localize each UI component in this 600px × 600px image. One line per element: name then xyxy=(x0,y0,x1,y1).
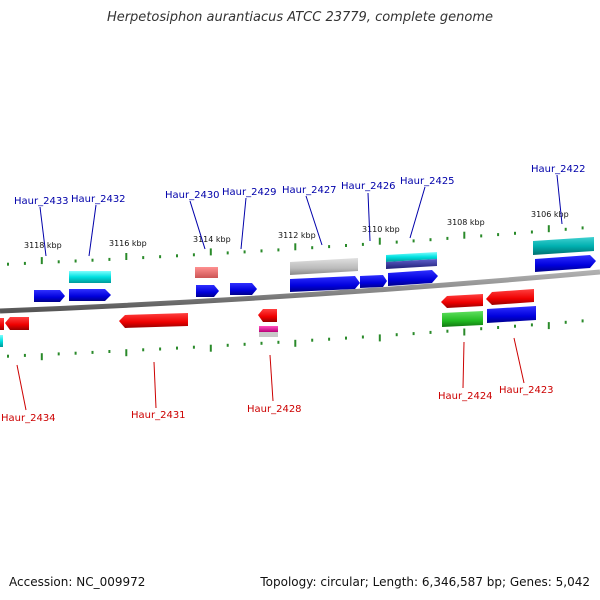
gene-feature[interactable] xyxy=(533,237,594,255)
kbp-label: 3112 kbp xyxy=(278,231,316,240)
gene-label[interactable]: Haur_2430 xyxy=(165,190,220,201)
gene-feature[interactable] xyxy=(0,318,4,330)
gene-feature[interactable] xyxy=(119,313,188,328)
gene-label[interactable]: Haur_2428 xyxy=(247,404,302,415)
gene-feature[interactable] xyxy=(195,267,218,278)
map-title: Herpetosiphon aurantiacus ATCC 23779, co… xyxy=(106,10,494,25)
gene-label[interactable]: Haur_2431 xyxy=(131,410,186,421)
topology-text: Topology: circular; Length: 6,346,587 bp… xyxy=(260,575,590,589)
gene-label[interactable]: Haur_2424 xyxy=(438,391,493,402)
gene-label[interactable]: Haur_2426 xyxy=(341,181,396,192)
lower-tick-arc xyxy=(7,319,584,361)
gene-feature[interactable] xyxy=(5,317,29,330)
gene-feature[interactable] xyxy=(0,335,3,347)
gene-feature[interactable] xyxy=(69,289,111,301)
gene-label[interactable]: Haur_2423 xyxy=(499,385,554,396)
gene-feature[interactable] xyxy=(69,271,111,283)
gene-feature[interactable] xyxy=(386,252,437,262)
gene-feature[interactable] xyxy=(230,283,257,295)
gene-feature[interactable] xyxy=(441,294,483,308)
gene-feature[interactable] xyxy=(486,289,534,305)
gene-feature[interactable] xyxy=(388,270,438,286)
kbp-scale: 3118 kbp 3116 kbp 3114 kbp 3112 kbp 3110… xyxy=(24,210,569,250)
gene-label[interactable]: Haur_2429 xyxy=(222,187,277,198)
gene-label[interactable]: Haur_2422 xyxy=(531,164,586,175)
gene-feature[interactable] xyxy=(386,259,437,269)
gene-label[interactable]: Haur_2432 xyxy=(71,194,126,205)
upper-tick-arc xyxy=(7,225,584,266)
kbp-label: 3116 kbp xyxy=(109,239,147,248)
gene-feature[interactable] xyxy=(259,332,278,337)
gene-feature[interactable] xyxy=(290,258,358,275)
forward-strand-genes xyxy=(34,237,596,302)
gene-labels: Haur_2433 Haur_2432 Haur_2430 Haur_2429 … xyxy=(1,164,586,424)
gene-feature[interactable] xyxy=(487,306,536,323)
gene-label[interactable]: Haur_2434 xyxy=(1,413,56,424)
gene-feature[interactable] xyxy=(34,290,65,302)
gene-feature[interactable] xyxy=(258,309,277,322)
gene-label[interactable]: Haur_2427 xyxy=(282,185,337,196)
gene-label[interactable]: Haur_2425 xyxy=(400,176,455,187)
kbp-label: 3118 kbp xyxy=(24,241,62,250)
callout-lines xyxy=(16,174,563,411)
kbp-label: 3114 kbp xyxy=(193,235,231,244)
reverse-strand-genes xyxy=(0,289,536,347)
gene-label[interactable]: Haur_2433 xyxy=(14,196,69,207)
gene-feature[interactable] xyxy=(196,285,219,297)
gene-feature[interactable] xyxy=(360,275,387,288)
genome-backbone xyxy=(0,269,600,314)
kbp-label: 3106 kbp xyxy=(531,210,569,219)
gene-feature[interactable] xyxy=(442,311,483,327)
gene-feature[interactable] xyxy=(259,326,278,332)
gene-feature[interactable] xyxy=(290,276,360,292)
kbp-label: 3110 kbp xyxy=(362,225,400,234)
gene-feature[interactable] xyxy=(535,255,596,272)
kbp-label: 3108 kbp xyxy=(447,218,485,227)
accession-text: Accession: NC_009972 xyxy=(9,575,146,589)
